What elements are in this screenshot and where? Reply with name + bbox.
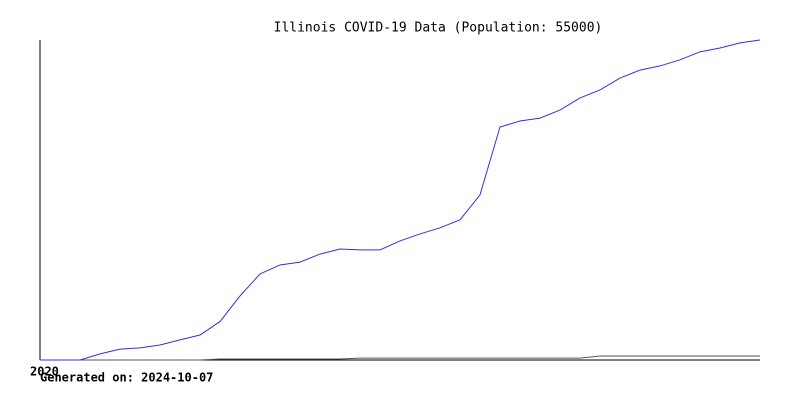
series-line — [40, 39, 761, 361]
footer: Generated on: 2024-10-07 — [40, 371, 213, 385]
series-line — [40, 355, 760, 361]
x-tick-label: 2020 — [30, 365, 59, 379]
chart-title: Illinois COVID-19 Data (Population: 5500… — [274, 21, 603, 36]
